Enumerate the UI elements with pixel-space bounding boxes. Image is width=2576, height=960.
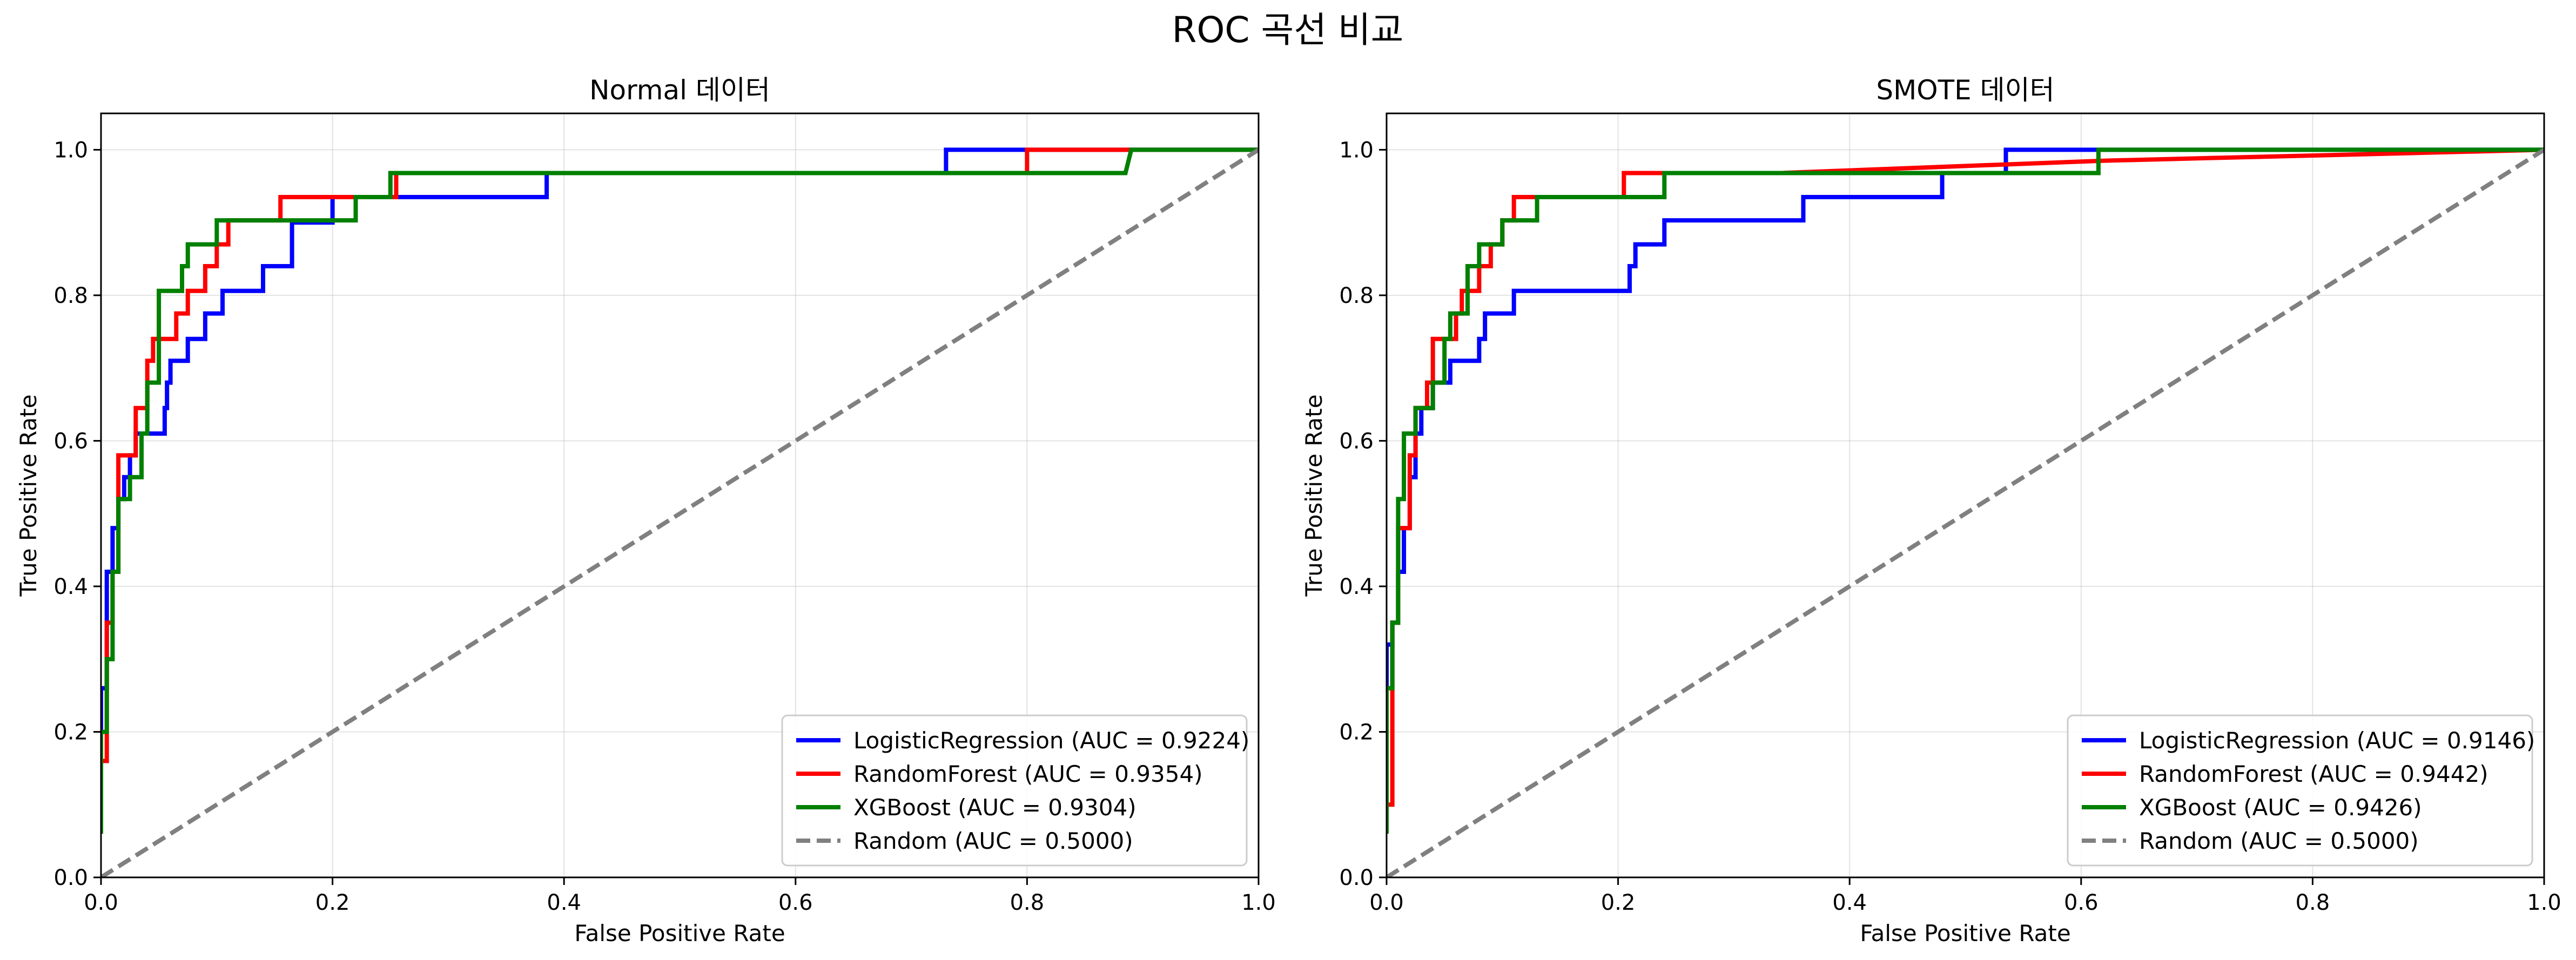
random-roc-curve bbox=[101, 148, 1259, 877]
subplot-title: Normal 데이터 bbox=[589, 75, 770, 106]
random-legend-label: Random (AUC = 0.5000) bbox=[2139, 828, 2419, 854]
logisticregression-legend-label: LogisticRegression (AUC = 0.9224) bbox=[853, 727, 1249, 754]
x-tick-label: 0.4 bbox=[547, 890, 581, 915]
y-tick-label: 0.4 bbox=[53, 574, 88, 599]
xgboost-roc-curve bbox=[1387, 147, 2544, 834]
roc-curves bbox=[1387, 147, 2544, 877]
x-tick-label: 0.6 bbox=[778, 890, 813, 915]
subplot-title: SMOTE 데이터 bbox=[1876, 75, 2054, 106]
randomforest-roc-curve bbox=[101, 147, 1259, 805]
y-tick-label: 0.0 bbox=[1339, 866, 1374, 890]
roc-curves bbox=[101, 147, 1259, 877]
y-tick-label: 0.8 bbox=[53, 283, 88, 308]
x-tick-label: 0.0 bbox=[1369, 890, 1404, 915]
x-tick-label: 0.2 bbox=[315, 890, 350, 915]
randomforest-legend-label: RandomForest (AUC = 0.9442) bbox=[2139, 761, 2488, 787]
figure-title: ROC 곡선 비교 bbox=[1172, 9, 1404, 51]
y-tick-label: 0.6 bbox=[1339, 429, 1374, 454]
randomforest-legend-label: RandomForest (AUC = 0.9354) bbox=[853, 761, 1203, 787]
y-tick-label: 0.0 bbox=[53, 866, 88, 890]
y-axis-label: True Positive Rate bbox=[15, 394, 42, 597]
x-tick-label: 1.0 bbox=[1241, 890, 1276, 915]
random-roc-curve bbox=[1387, 148, 2544, 877]
logisticregression-legend-label: LogisticRegression (AUC = 0.9146) bbox=[2139, 727, 2535, 754]
smote-data-subplot: 0.0 0.2 0.4 0.6 0.8 1.0 0.0 0.2 0.4 0.6 0.8 1.0 SMOT… bbox=[1301, 75, 2561, 947]
y-tick-label: 0.4 bbox=[1339, 574, 1374, 599]
x-axis-label: False Positive Rate bbox=[574, 920, 785, 947]
x-tick-label: 1.0 bbox=[2527, 890, 2561, 915]
legend: LogisticRegression (AUC = 0.9224) RandomF… bbox=[781, 714, 1249, 867]
legend: LogisticRegression (AUC = 0.9146) RandomF… bbox=[2067, 714, 2535, 867]
y-axis-label: True Positive Rate bbox=[1301, 394, 1327, 597]
x-tick-label: 0.8 bbox=[1010, 890, 1045, 915]
x-tick-label: 0.4 bbox=[1832, 890, 1867, 915]
axes-frame bbox=[100, 112, 1260, 878]
logisticregression-roc-curve bbox=[1387, 147, 2544, 761]
xgboost-legend-label: XGBoost (AUC = 0.9426) bbox=[2139, 794, 2422, 821]
random-legend-label: Random (AUC = 0.5000) bbox=[853, 828, 1133, 854]
legend-frame bbox=[781, 714, 1248, 867]
x-tick-label: 0.2 bbox=[1601, 890, 1636, 915]
y-tick-label: 0.2 bbox=[53, 720, 88, 745]
y-tick-label: 0.8 bbox=[1339, 283, 1374, 308]
normal-data-subplot: 0.0 0.2 0.4 0.6 0.8 1.0 0.0 0.2 0.4 0.6 0.8 1.0 Norm… bbox=[15, 75, 1276, 947]
xgboost-roc-curve bbox=[101, 147, 1259, 834]
x-tick-label: 0.6 bbox=[2064, 890, 2099, 915]
y-tick-label: 1.0 bbox=[1339, 138, 1374, 163]
xgboost-legend-label: XGBoost (AUC = 0.9304) bbox=[853, 794, 1136, 821]
y-tick-label: 0.2 bbox=[1339, 720, 1374, 745]
x-axis-label: False Positive Rate bbox=[1860, 920, 2070, 947]
y-tick-label: 1.0 bbox=[53, 138, 88, 163]
legend-frame bbox=[2067, 714, 2533, 867]
y-tick-label: 0.6 bbox=[53, 429, 88, 454]
axes-frame bbox=[1385, 112, 2545, 878]
x-tick-label: 0.8 bbox=[2296, 890, 2330, 915]
x-tick-label: 0.0 bbox=[84, 890, 118, 915]
